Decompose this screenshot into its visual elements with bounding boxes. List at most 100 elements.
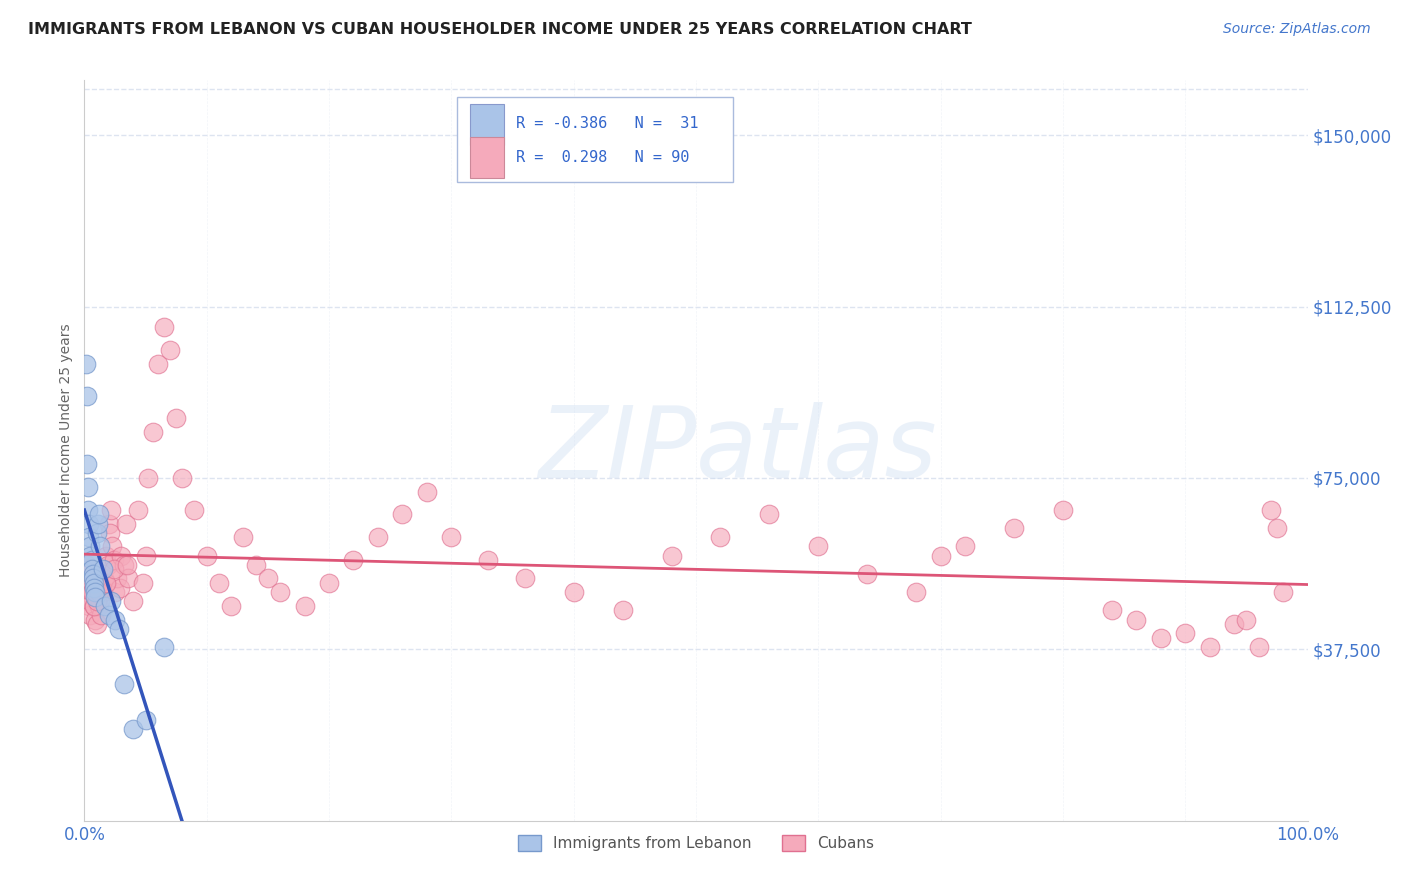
Point xyxy=(98,525,121,540)
Point xyxy=(77,516,100,531)
Text: Source: ZipAtlas.com: Source: ZipAtlas.com xyxy=(1223,22,1371,37)
Point xyxy=(107,622,129,636)
Point xyxy=(77,503,100,517)
Point xyxy=(1052,503,1074,517)
Point xyxy=(117,571,139,585)
Point xyxy=(83,599,105,613)
Point xyxy=(86,617,108,632)
Point xyxy=(391,508,413,522)
Point xyxy=(112,558,135,572)
Text: ZIP: ZIP xyxy=(537,402,696,499)
Point xyxy=(1125,613,1147,627)
Point xyxy=(103,553,125,567)
FancyBboxPatch shape xyxy=(457,96,733,182)
Point xyxy=(153,640,176,654)
Point xyxy=(87,508,110,522)
Point xyxy=(79,540,101,554)
Point xyxy=(80,576,103,591)
Legend: Immigrants from Lebanon, Cubans: Immigrants from Lebanon, Cubans xyxy=(512,830,880,857)
Point xyxy=(77,599,100,613)
Point xyxy=(142,425,165,440)
Point xyxy=(93,571,115,585)
Point xyxy=(77,594,100,608)
Point xyxy=(416,484,439,499)
Point xyxy=(342,553,364,567)
Point xyxy=(97,516,120,531)
Point xyxy=(562,585,585,599)
Point xyxy=(77,480,100,494)
Point xyxy=(80,585,103,599)
Point xyxy=(83,581,105,595)
Point xyxy=(208,576,231,591)
Point xyxy=(76,585,98,599)
Point xyxy=(115,516,138,531)
Point xyxy=(76,558,98,572)
Point xyxy=(269,585,291,599)
Point xyxy=(127,503,149,517)
Point xyxy=(94,599,117,613)
Point xyxy=(1223,617,1246,632)
Point xyxy=(103,562,125,576)
Point xyxy=(112,676,135,690)
Point xyxy=(89,540,111,554)
Point xyxy=(87,585,110,599)
Text: IMMIGRANTS FROM LEBANON VS CUBAN HOUSEHOLDER INCOME UNDER 25 YEARS CORRELATION C: IMMIGRANTS FROM LEBANON VS CUBAN HOUSEHO… xyxy=(28,22,972,37)
Point xyxy=(195,549,218,563)
Point xyxy=(257,571,280,585)
Point xyxy=(84,590,107,604)
Point xyxy=(1174,626,1197,640)
Point xyxy=(758,508,780,522)
Point xyxy=(86,594,108,608)
Point xyxy=(80,553,103,567)
Point xyxy=(97,558,120,572)
Point xyxy=(115,558,138,572)
Point xyxy=(83,599,105,613)
Point xyxy=(100,503,122,517)
Point xyxy=(1002,521,1025,535)
Point xyxy=(94,576,117,591)
Point xyxy=(97,607,120,622)
Point xyxy=(91,562,114,576)
Point xyxy=(87,516,110,531)
FancyBboxPatch shape xyxy=(470,104,503,145)
Point xyxy=(104,585,127,599)
Point xyxy=(1198,640,1220,654)
Point xyxy=(101,540,124,554)
Point xyxy=(856,566,879,581)
FancyBboxPatch shape xyxy=(470,137,503,178)
Point xyxy=(513,571,536,585)
Text: atlas: atlas xyxy=(696,402,938,499)
Point xyxy=(953,540,976,554)
Point xyxy=(294,599,316,613)
Point xyxy=(1150,631,1173,645)
Point xyxy=(135,713,157,727)
Point xyxy=(440,530,463,544)
Point xyxy=(83,576,105,591)
Point xyxy=(709,530,731,544)
Point xyxy=(318,576,340,591)
Point xyxy=(87,585,110,599)
Point xyxy=(1272,585,1295,599)
Point xyxy=(159,343,181,357)
Point xyxy=(82,566,104,581)
Point xyxy=(612,603,634,617)
Point xyxy=(86,525,108,540)
Point xyxy=(80,562,103,576)
Point xyxy=(172,471,194,485)
Point xyxy=(91,585,114,599)
Point xyxy=(1236,613,1258,627)
Point xyxy=(77,530,100,544)
Point xyxy=(1260,503,1282,517)
Point xyxy=(1265,521,1288,535)
Point xyxy=(905,585,928,599)
Point xyxy=(136,471,159,485)
Point xyxy=(89,594,111,608)
Point xyxy=(96,576,118,591)
Point xyxy=(232,530,254,544)
Point xyxy=(1247,640,1270,654)
Point xyxy=(929,549,952,563)
Point xyxy=(367,530,389,544)
Point xyxy=(90,607,112,622)
Point xyxy=(100,594,122,608)
Point xyxy=(82,585,104,599)
